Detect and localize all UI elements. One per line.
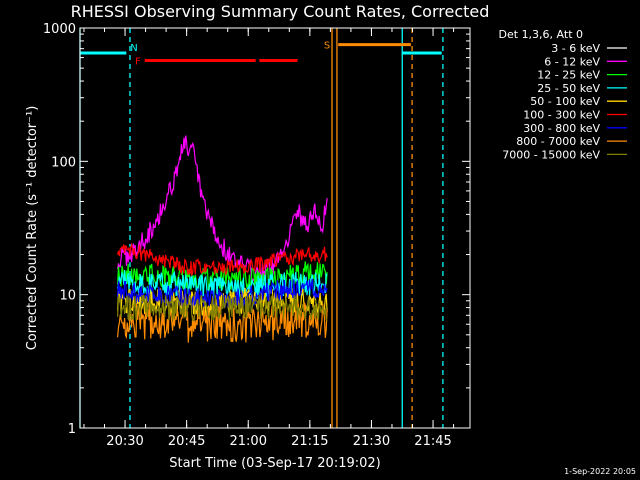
flag-label-2: F	[135, 57, 141, 68]
x-tick-label-2: 21:00	[230, 434, 267, 449]
x-tick-label-0: 20:30	[106, 434, 143, 449]
series-line-3	[117, 270, 328, 301]
plot-frame	[79, 27, 471, 429]
series-line-8	[117, 294, 328, 322]
x-tick-label-5: 21:45	[414, 434, 451, 449]
series-line-1	[117, 135, 328, 283]
legend-title: Det 1,3,6, Att 0	[499, 28, 583, 41]
x-tick-label-1: 20:45	[168, 434, 205, 449]
legend-label-4: 50 - 100 keV	[530, 95, 600, 108]
x-axis-ticks: 20:30 20:45 21:00 21:15 21:30 21:45	[83, 28, 455, 449]
legend-label-6: 300 - 800 keV	[523, 122, 600, 135]
y-axis-ticks: 1 10 100 1000	[43, 22, 470, 437]
legend-label-3: 25 - 50 keV	[537, 82, 600, 95]
flag-label-4: S	[324, 41, 330, 52]
legend-label-2: 12 - 25 keV	[537, 69, 600, 82]
chart-title: RHESSI Observing Summary Count Rates, Co…	[71, 2, 490, 21]
y-tick-label-1: 10	[59, 289, 76, 304]
legend-label-5: 100 - 300 keV	[523, 109, 600, 122]
y-tick-label-3: 1000	[43, 22, 76, 37]
legend-label-7: 800 - 7000 keV	[516, 135, 600, 148]
legend-label-8: 7000 - 15000 keV	[502, 148, 600, 161]
series-line-5	[117, 242, 328, 278]
series-line-7	[117, 301, 328, 343]
x-tick-label-4: 21:30	[353, 434, 390, 449]
series-line-6	[117, 278, 328, 309]
legend-label-0: 3 - 6 keV	[551, 42, 600, 55]
x-tick-label-3: 21:15	[291, 434, 328, 449]
x-axis-label: Start Time (03-Sep-17 20:19:02)	[169, 456, 380, 471]
legend-label-1: 6 - 12 keV	[544, 55, 600, 68]
timestamp: 1-Sep-2022 20:05	[564, 467, 636, 476]
flag-label-0: N	[130, 43, 137, 54]
plot-content: NF S	[79, 28, 444, 428]
y-axis-label: Corrected Count Rate (s⁻¹ detector⁻¹)	[25, 106, 40, 351]
y-tick-label-0: 1	[68, 422, 76, 437]
y-tick-label-2: 100	[51, 155, 76, 170]
